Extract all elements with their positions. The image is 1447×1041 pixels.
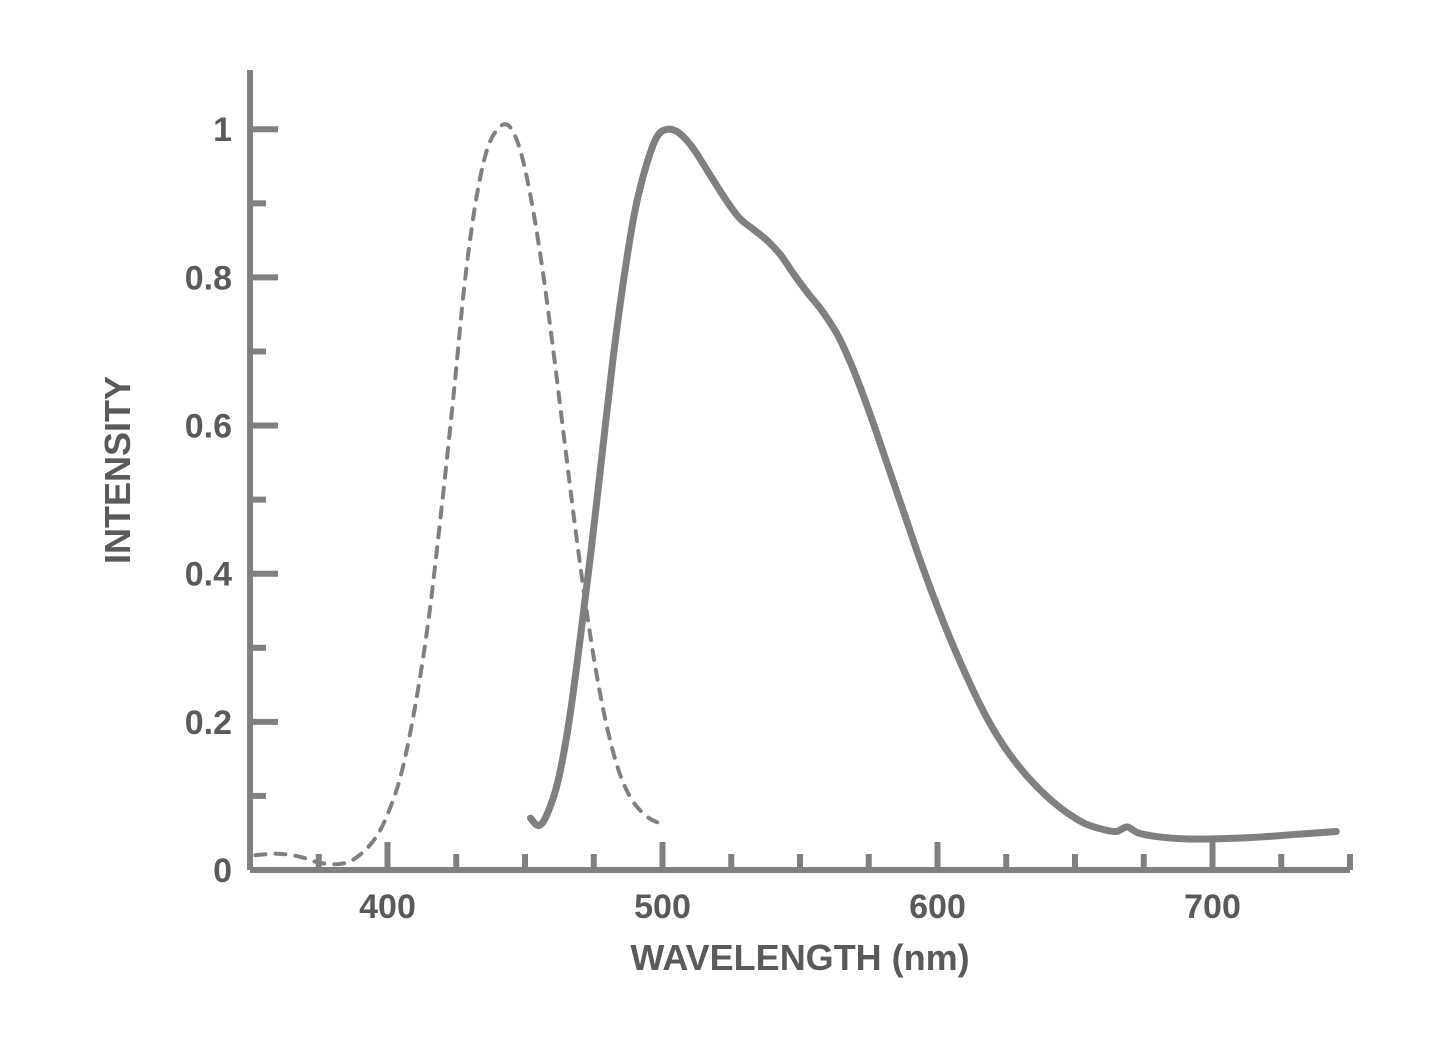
x-axis-label: WAVELENGTH (nm) [630,937,969,978]
x-tick-label: 600 [909,888,966,926]
y-tick-label: 0.6 [185,407,232,445]
y-tick-label: 0.4 [185,556,232,594]
spectrum-chart: 0 0.2 0.4 0.6 0.8 1 400 500 600 700 WAVELENGTH (nm… [0,0,1447,1041]
y-tick-label: 0.2 [185,704,232,742]
series-excitation [256,124,663,864]
y-tick-label: 0 [213,852,232,890]
series-emission [531,129,1337,839]
y-tick-label: 0.8 [185,259,232,297]
chart-svg: 0 0.2 0.4 0.6 0.8 1 400 500 600 700 WAVELENGTH (nm… [0,0,1447,1041]
x-tick-label: 500 [634,888,691,926]
y-tick-label: 1 [213,111,232,149]
x-tick-label: 700 [1184,888,1241,926]
x-tick-label: 400 [359,888,416,926]
y-axis-label: INTENSITY [97,376,138,564]
